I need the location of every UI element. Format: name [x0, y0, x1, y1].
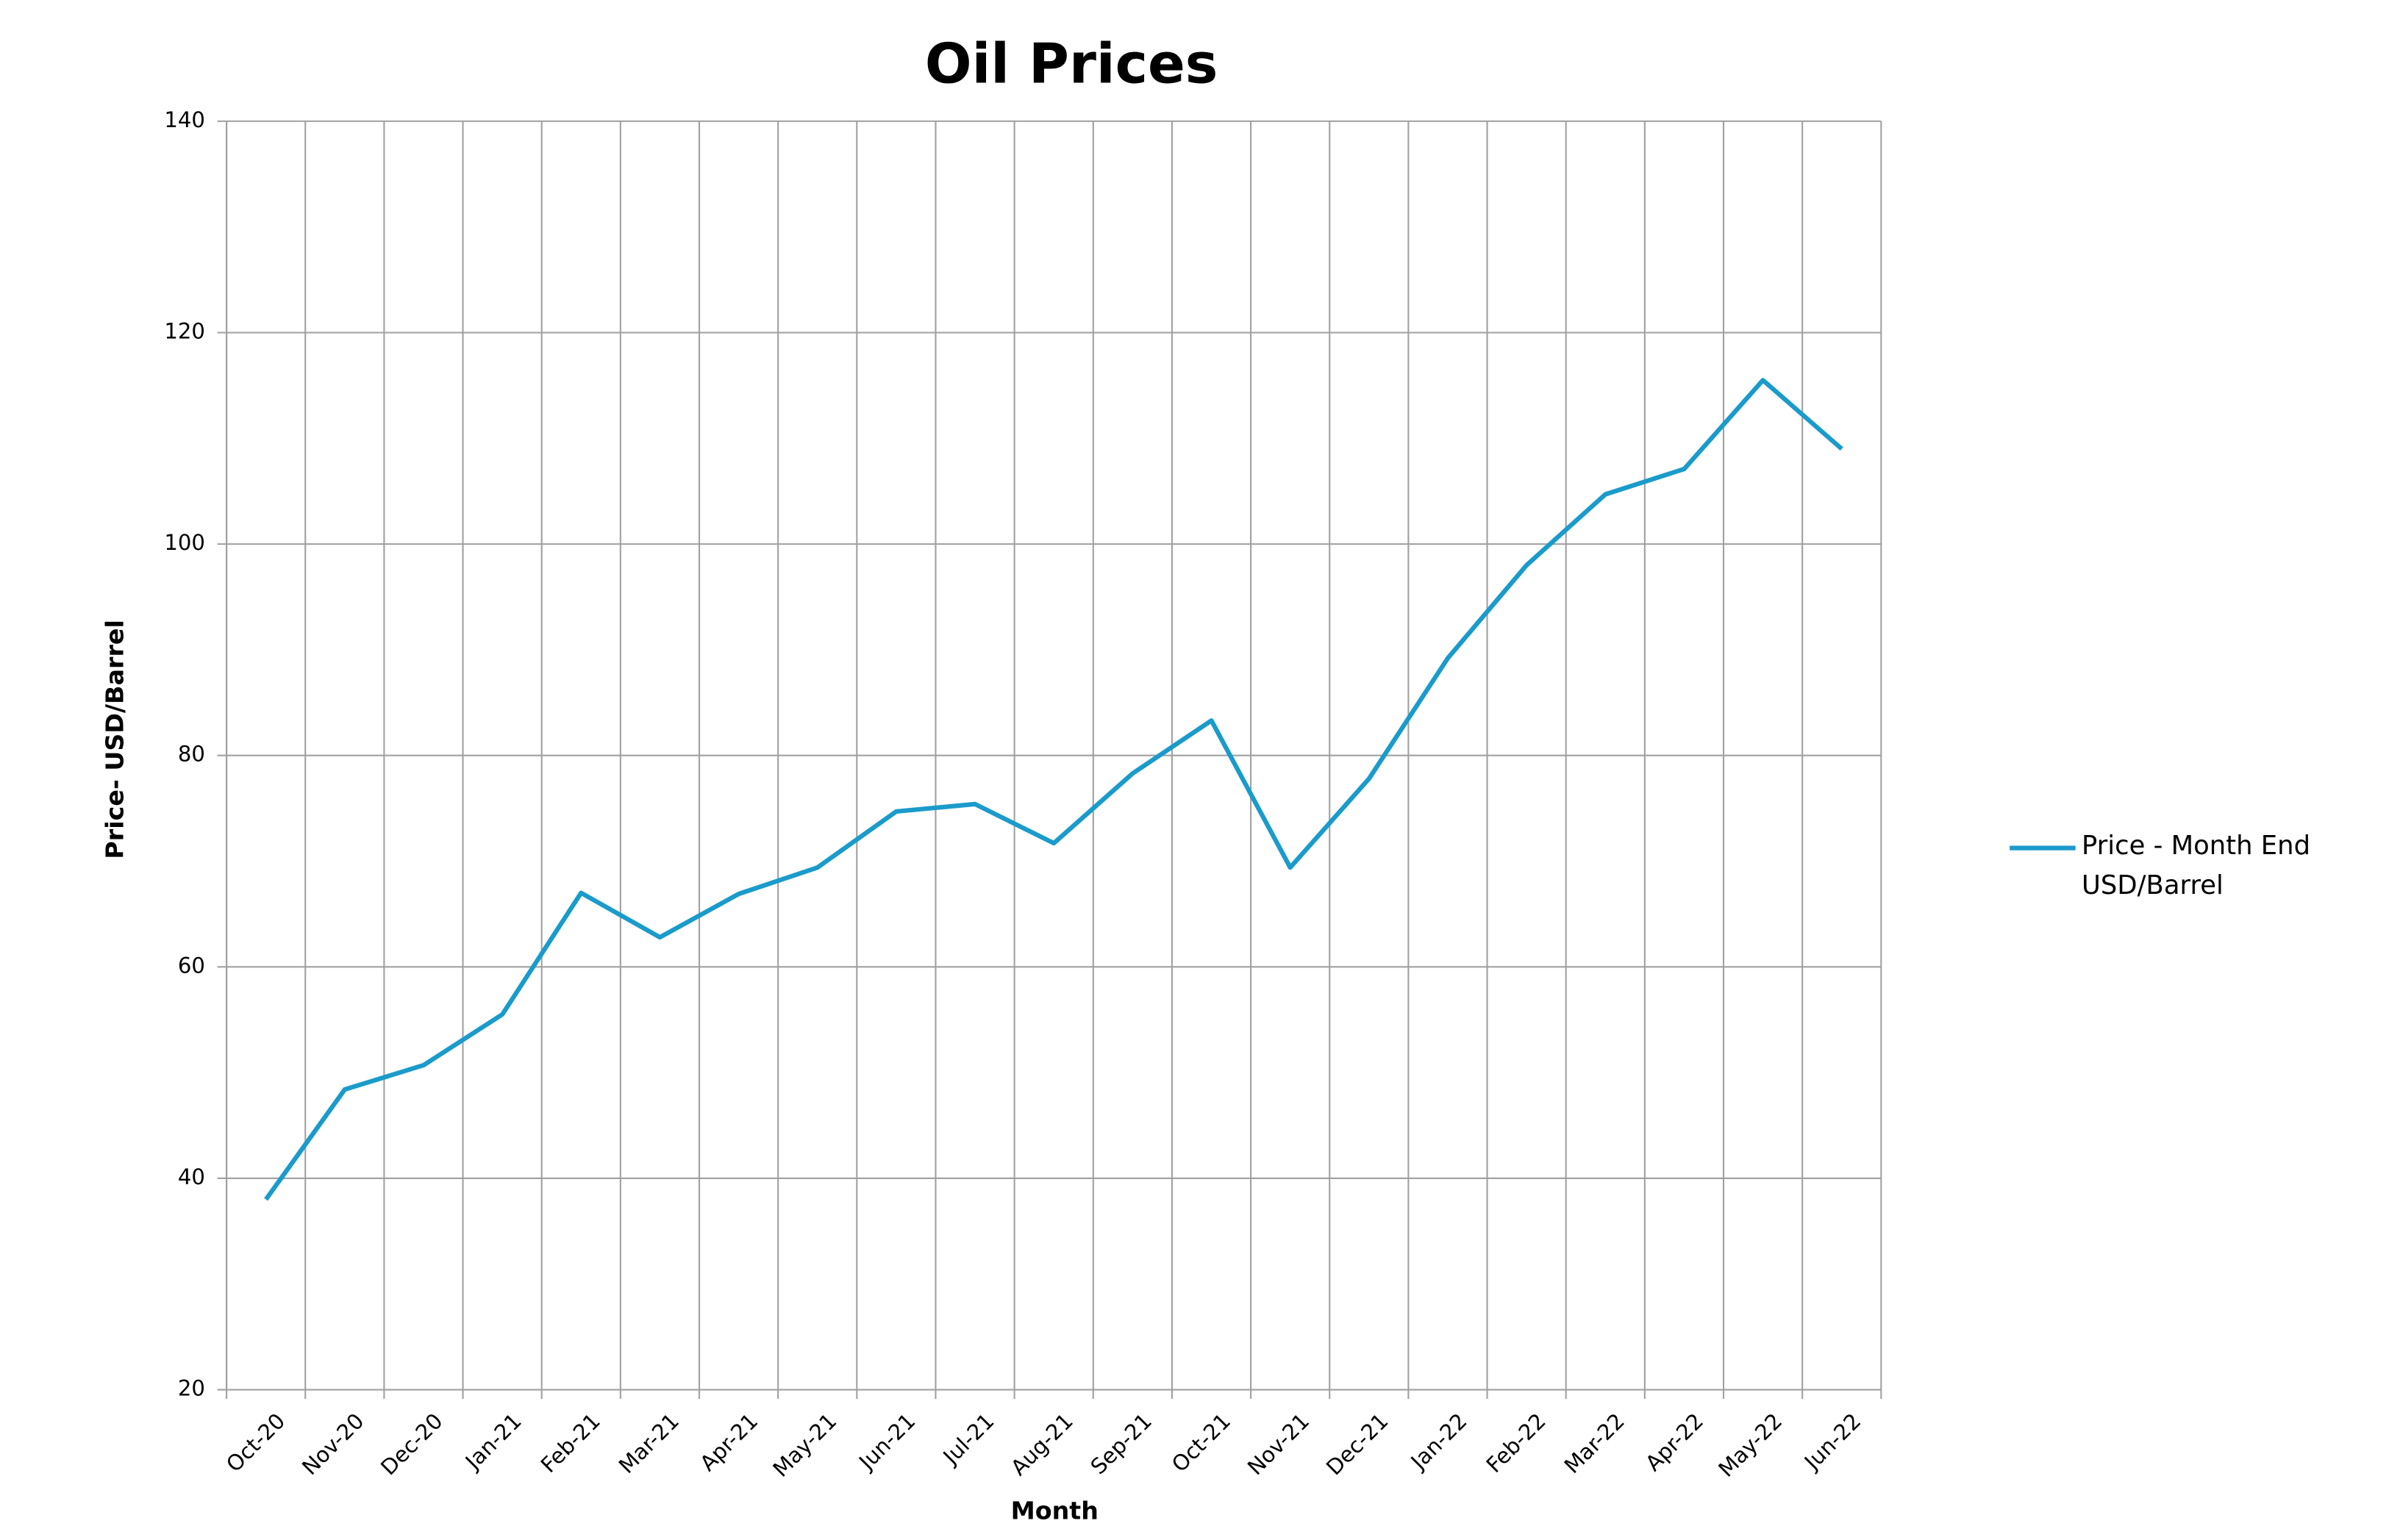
- y-tick-label: 120: [164, 319, 205, 344]
- x-tick-label: Oct-20: [221, 1408, 290, 1477]
- x-tick-label: Jun-21: [853, 1408, 920, 1475]
- y-tick-label: 80: [178, 742, 205, 767]
- x-tick-label: Mar-21: [614, 1408, 684, 1478]
- x-tick-label: Jan-21: [460, 1408, 526, 1475]
- chart-title: Oil Prices: [925, 32, 1218, 96]
- y-tick-label: 140: [164, 107, 205, 132]
- x-axis-label: Month: [1011, 1497, 1099, 1525]
- y-axis-label: Price- USD/Barrel: [101, 620, 129, 859]
- x-tick-label: Apr-22: [1640, 1408, 1708, 1476]
- x-tick-label: Mar-22: [1560, 1408, 1629, 1478]
- legend-label: Price - Month End USD/Barrel: [2082, 831, 2311, 902]
- x-tick-label: Jan-22: [1405, 1408, 1472, 1475]
- y-tick-label: 60: [178, 953, 205, 978]
- x-tick-label: Dec-21: [1321, 1408, 1393, 1480]
- x-tick-label: Nov-20: [297, 1408, 368, 1480]
- x-tick-label: May-21: [768, 1408, 842, 1482]
- x-tick-label: Jul-21: [938, 1408, 999, 1470]
- x-tick-label: Jun-22: [1799, 1408, 1865, 1475]
- x-tick-label: Aug-21: [1006, 1408, 1078, 1480]
- x-tick-label: Feb-21: [536, 1408, 605, 1478]
- y-tick-label: 20: [178, 1376, 205, 1401]
- legend: Price - Month End USD/Barrel: [2082, 831, 2311, 902]
- y-tick-label: 100: [164, 530, 205, 555]
- x-tick-label: Apr-21: [695, 1408, 762, 1476]
- x-tick-label: Dec-20: [376, 1408, 448, 1480]
- x-tick-label: Oct-21: [1167, 1408, 1235, 1477]
- x-tick-label: Sep-21: [1086, 1408, 1157, 1479]
- x-tick-label: Nov-21: [1243, 1408, 1314, 1480]
- x-tick-label: May-22: [1713, 1408, 1787, 1482]
- data-line: [264, 378, 1843, 1201]
- x-tick-label: Feb-22: [1482, 1408, 1551, 1478]
- y-tick-label: 40: [178, 1164, 205, 1189]
